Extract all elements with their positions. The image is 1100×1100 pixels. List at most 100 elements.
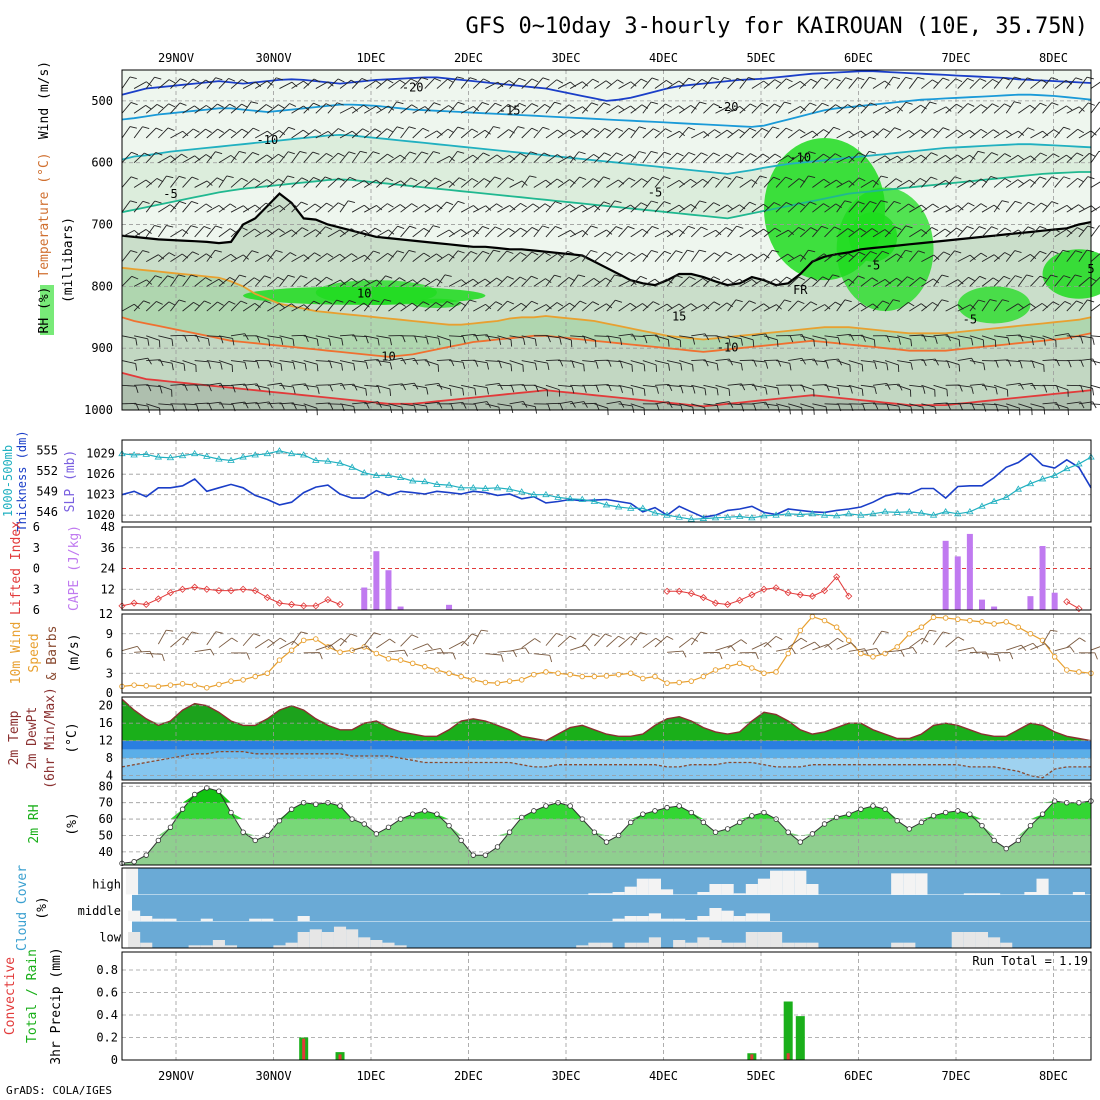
wind-barb — [800, 384, 814, 390]
wind-barb — [993, 200, 1003, 213]
wind-barb — [449, 335, 464, 338]
wind-barb-flag — [870, 250, 878, 255]
top-date-label: 29NOV — [158, 51, 194, 65]
wind-barb-flag — [763, 278, 770, 284]
wind-barb-flag — [229, 228, 237, 233]
wind-barb — [230, 177, 242, 188]
wind-barb — [448, 360, 463, 363]
wind-barb — [666, 105, 680, 114]
wind-barb-flag — [980, 203, 988, 208]
wind-barb-flag — [896, 277, 903, 283]
cloud-cover-bar — [612, 918, 625, 922]
wind-barb — [812, 253, 825, 263]
wind-barb — [460, 128, 473, 139]
wind-barb — [775, 202, 787, 213]
rh-marker — [337, 803, 343, 809]
rh-marker — [918, 819, 925, 826]
wind-barb — [327, 177, 339, 188]
wind-barb — [581, 301, 593, 312]
wind-barb-flag — [652, 176, 660, 181]
cloud-cover-bar — [636, 916, 649, 922]
wind-barb — [836, 228, 849, 238]
wind-barb-flag — [765, 387, 768, 395]
wind-barb-flag — [325, 300, 333, 305]
wind-barb — [957, 335, 972, 339]
wind-barb-flag — [774, 227, 782, 233]
wind-barb-flag — [898, 383, 903, 391]
wind-barb — [351, 78, 363, 89]
wind-barb-flag — [313, 300, 321, 305]
wind-speed-marker — [809, 613, 816, 620]
wind-barb — [327, 403, 342, 405]
wind-barb-flag — [713, 103, 721, 108]
wind-barb-flag — [339, 253, 346, 259]
wind-barb-flag — [569, 129, 576, 135]
isotherm-line — [121, 171, 1091, 220]
wind-barb — [485, 383, 500, 386]
wind-barb-flag — [844, 200, 852, 203]
wind-barb-flag — [399, 277, 406, 282]
wind-barb — [1006, 360, 1021, 363]
wind-barb-flag — [801, 358, 806, 365]
wind-barb — [763, 384, 778, 389]
wind-barb-flag — [982, 339, 985, 347]
wind-barb — [703, 276, 714, 287]
credit-text: GrADS: COLA/IGES — [6, 1084, 112, 1097]
contour-label: FR — [793, 283, 808, 297]
wind-barb-flag — [266, 80, 273, 86]
wind-barb-flag — [801, 407, 803, 415]
wind-barb-flag — [365, 362, 369, 370]
wind-barb-flag — [823, 178, 830, 184]
wind-barb — [400, 403, 415, 407]
rh-marker — [700, 819, 707, 826]
wind-barb — [569, 204, 583, 213]
wind-barb-flag — [883, 128, 890, 133]
wind-speed-marker — [676, 679, 682, 686]
wind-barb — [618, 226, 629, 238]
wind-barb — [703, 129, 715, 139]
wind-barb-flag — [178, 274, 186, 277]
wind-barb — [788, 334, 803, 337]
slp-marker — [687, 515, 695, 522]
cloud-cover-bar — [733, 942, 746, 948]
wind-barb-flag — [583, 364, 585, 372]
wind-barb — [436, 253, 449, 263]
wind-barb-flag — [411, 302, 419, 308]
wind-barb-flag — [894, 226, 902, 230]
wind-barb — [158, 360, 173, 364]
wind-barb — [146, 403, 160, 409]
wind-barb-flag — [845, 77, 853, 81]
wind-barb-flag — [194, 105, 201, 111]
wind-barb — [787, 202, 799, 213]
wind-barb-flag — [1004, 103, 1011, 108]
slp-marker — [312, 456, 320, 463]
wind-barb-flag — [929, 629, 937, 632]
wind-barb-flag — [372, 299, 380, 303]
wind-barb — [969, 252, 982, 262]
wind-barb — [569, 81, 583, 89]
wind-speed-marker — [131, 682, 137, 688]
wind-barb — [836, 642, 852, 650]
wind-barb — [775, 647, 792, 652]
wind-barb — [896, 102, 907, 114]
wind-barb — [606, 179, 619, 188]
rh-marker — [204, 785, 210, 791]
cloud-cover-bar — [661, 889, 674, 895]
wind-barb-flag — [168, 301, 176, 306]
wind-barb-flag — [857, 201, 865, 205]
wind-barb — [509, 647, 526, 652]
wind-barb-flag — [798, 202, 805, 207]
lifted-index-line — [667, 575, 850, 606]
wind-barb — [957, 103, 969, 114]
wind-barb-flag — [752, 339, 755, 347]
wind-barb — [352, 384, 366, 390]
wind-barb — [279, 640, 294, 650]
wind-barb-flag — [216, 177, 224, 182]
wind-barb-flag — [1076, 152, 1084, 157]
wind-barb-flag — [427, 643, 433, 650]
lifted-index-marker — [191, 583, 199, 591]
wind-barb-flag — [864, 648, 869, 655]
wind-barb — [400, 225, 410, 238]
wind-barb-flag — [556, 302, 564, 307]
wind-barb-flag — [898, 337, 901, 345]
